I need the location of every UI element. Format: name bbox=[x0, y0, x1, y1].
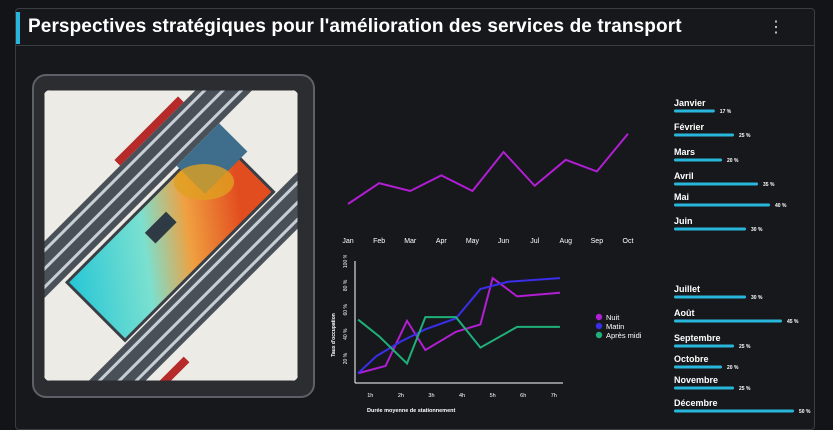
bar-month-label: Novembre bbox=[674, 375, 718, 385]
y-tick-label: 80 % bbox=[343, 279, 349, 291]
bar-value-label: 25 % bbox=[739, 386, 751, 392]
series-line-1 bbox=[357, 277, 561, 374]
y-tick-label: 20 % bbox=[343, 352, 349, 364]
y-tick-label: 40 % bbox=[343, 328, 349, 340]
series-line-2 bbox=[357, 316, 560, 366]
x-tick-label: Jun bbox=[498, 238, 509, 245]
bar bbox=[674, 158, 722, 162]
x-tick-label: 7h bbox=[551, 393, 557, 399]
legend-label: Après midi bbox=[606, 331, 642, 340]
bar-month-label: Avril bbox=[674, 171, 694, 181]
monthly-series-line bbox=[347, 133, 629, 205]
title-accent-bar bbox=[16, 12, 20, 44]
x-tick-label: Mar bbox=[404, 238, 417, 245]
bar bbox=[674, 409, 794, 413]
x-tick-label: Apr bbox=[436, 238, 448, 245]
bar-month-label: Mai bbox=[674, 192, 689, 202]
bar-value-label: 20 % bbox=[727, 158, 739, 164]
x-tick-label: 4h bbox=[459, 393, 465, 399]
legend-marker bbox=[595, 313, 603, 321]
bar bbox=[674, 344, 734, 348]
panel-header: Perspectives stratégiques pour l'amélior… bbox=[16, 9, 814, 46]
x-tick-label: 6h bbox=[520, 393, 526, 399]
x-tick-label: 3h bbox=[428, 393, 434, 399]
bar bbox=[674, 295, 746, 299]
kebab-menu-icon[interactable]: ⋮ bbox=[768, 19, 784, 36]
series-line-0 bbox=[357, 276, 561, 375]
bar-value-label: 40 % bbox=[775, 203, 787, 209]
legend-marker bbox=[595, 322, 603, 330]
x-tick-label: 5h bbox=[490, 393, 496, 399]
bar bbox=[674, 365, 722, 369]
bar-month-label: Octobre bbox=[674, 354, 709, 364]
bar-month-label: Février bbox=[674, 122, 705, 132]
bar-month-label: Juin bbox=[674, 216, 693, 226]
bar-month-label: Juillet bbox=[674, 284, 700, 294]
x-tick-label: Jul bbox=[530, 238, 539, 245]
page-title: Perspectives stratégiques pour l'amélior… bbox=[28, 16, 682, 37]
bar bbox=[674, 133, 734, 137]
bar-value-label: 30 % bbox=[751, 295, 763, 301]
bar-value-label: 17 % bbox=[720, 109, 732, 115]
aerial-station-illustration bbox=[44, 90, 298, 381]
bar-month-label: Janvier bbox=[674, 98, 706, 108]
x-tick-label: Aug bbox=[560, 238, 573, 245]
x-tick-label: 1h bbox=[367, 393, 373, 399]
bar-value-label: 25 % bbox=[739, 133, 751, 139]
x-tick-label: Sep bbox=[591, 238, 604, 245]
x-tick-label: Oct bbox=[623, 238, 634, 245]
bar-value-label: 25 % bbox=[739, 344, 751, 350]
x-tick-label: 2h bbox=[398, 393, 404, 399]
bar bbox=[674, 203, 770, 207]
y-tick-label: 100 % bbox=[343, 255, 349, 268]
occupancy-line-chart: 20 % 40 % 60 % 80 % 100 % 1h 2h 3h 4h 5h 6h 7h Tau… bbox=[331, 255, 642, 414]
monthly-line-chart: Jan Feb Mar Apr May Jun Jul Aug Sep Oct bbox=[342, 133, 634, 245]
bar-value-label: 50 % bbox=[799, 409, 811, 415]
y-tick-label: 60 % bbox=[343, 304, 349, 316]
x-tick-label: May bbox=[466, 238, 480, 245]
bar bbox=[674, 386, 734, 390]
bar-value-label: 35 % bbox=[763, 182, 775, 188]
bar-month-label: Mars bbox=[674, 147, 695, 157]
bar bbox=[674, 109, 715, 113]
bar bbox=[674, 227, 746, 231]
legend-label: Nuit bbox=[606, 313, 620, 322]
legend-label: Matin bbox=[606, 322, 624, 331]
bar-value-label: 20 % bbox=[727, 365, 739, 371]
bar bbox=[674, 182, 758, 186]
bar-value-label: 30 % bbox=[751, 227, 763, 233]
x-axis-label: Durée moyenne de stationnement bbox=[367, 408, 455, 414]
monthly-bar-chart: Janvier 17 % Février 25 % Mars 20 % Avril 35 % M… bbox=[674, 98, 811, 415]
bar-month-label: Août bbox=[674, 308, 695, 318]
bar bbox=[674, 319, 782, 323]
x-tick-label: Feb bbox=[373, 238, 385, 245]
legend-marker bbox=[595, 331, 603, 339]
bar-value-label: 45 % bbox=[787, 319, 799, 325]
x-tick-label: Jan bbox=[342, 238, 353, 245]
bar-month-label: Décembre bbox=[674, 398, 718, 408]
y-axis-label: Taux d'occupation bbox=[331, 313, 337, 357]
bar-month-label: Septembre bbox=[674, 333, 721, 343]
